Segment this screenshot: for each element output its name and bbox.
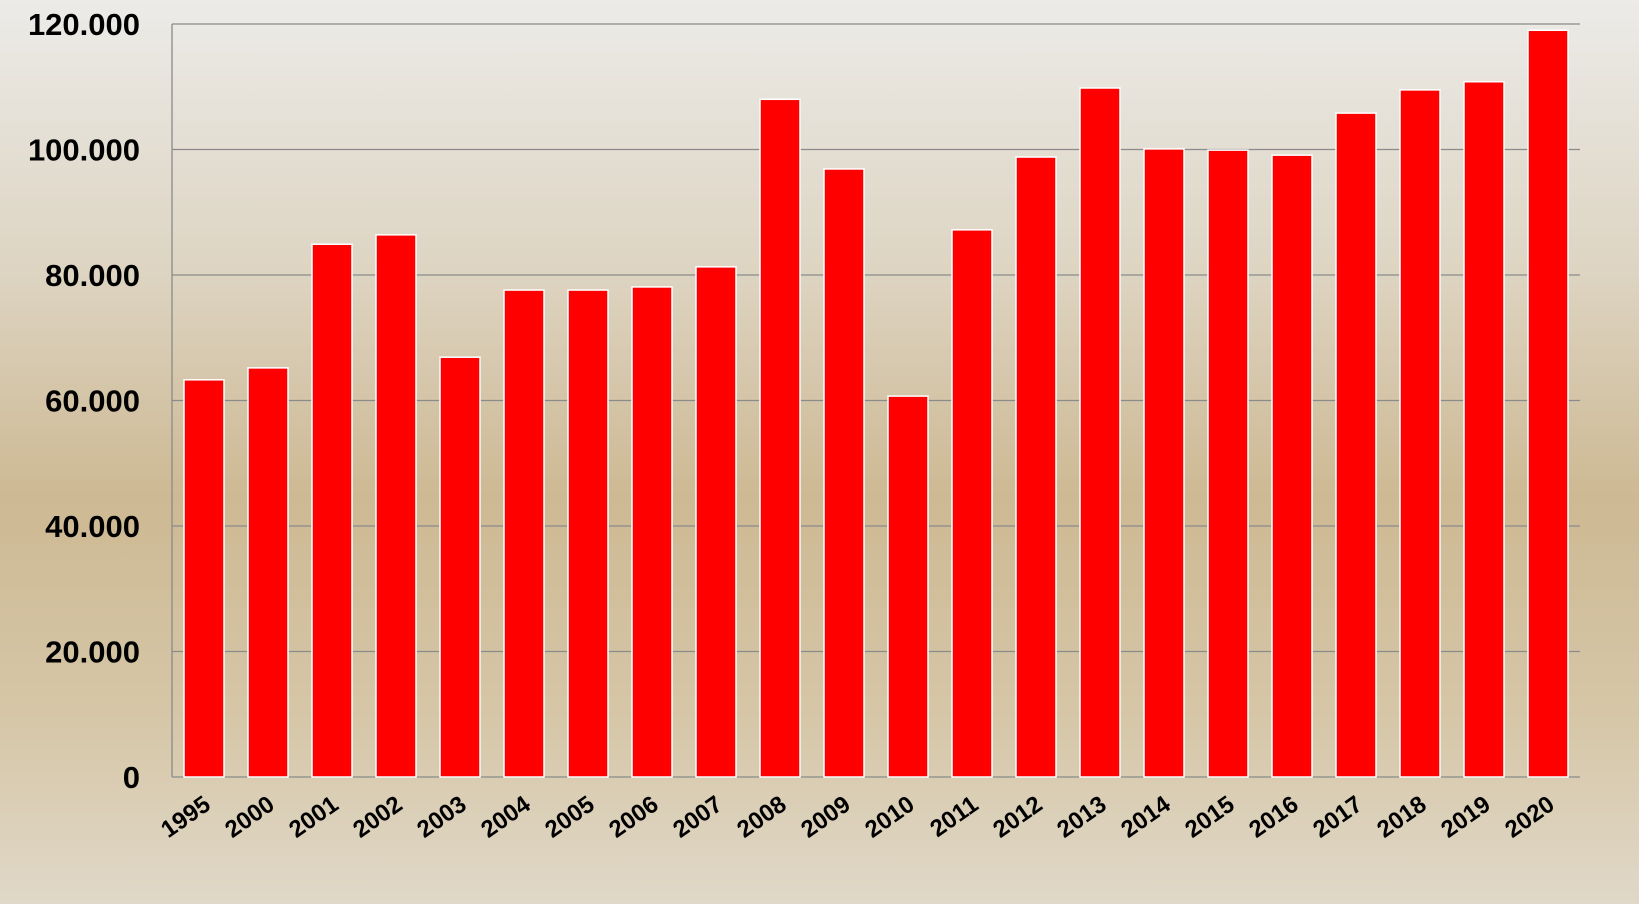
x-tick-label: 2020: [1500, 791, 1559, 844]
bar: [1207, 149, 1249, 778]
x-tick-label: 2017: [1308, 791, 1367, 844]
bar: [695, 266, 737, 778]
x-tick-label: 2015: [1180, 791, 1239, 844]
y-tick-label: 40.000: [45, 509, 140, 544]
y-tick-label: 120.000: [28, 7, 140, 42]
bar: [1335, 112, 1377, 778]
x-tick-label: 2009: [796, 791, 855, 844]
bar: [311, 243, 353, 778]
x-tick-label: 2007: [668, 791, 727, 844]
x-tick-label: 2019: [1436, 791, 1495, 844]
bar: [567, 289, 609, 778]
x-tick-label: 2014: [1116, 790, 1176, 843]
x-tick-label: 2013: [1052, 791, 1111, 844]
x-tick-label: 2010: [860, 791, 919, 844]
bar: [887, 395, 929, 778]
bar: [1143, 148, 1185, 778]
bar: [759, 98, 801, 778]
bar: [1527, 29, 1569, 778]
x-tick-label: 2008: [732, 791, 791, 844]
bar: [1015, 156, 1057, 778]
bar: [439, 356, 481, 778]
bar: [375, 234, 417, 778]
bar: [951, 229, 993, 778]
bar: [247, 367, 289, 778]
y-tick-label: 100.000: [28, 133, 140, 168]
x-tick-label: 2011: [925, 791, 983, 843]
bar: [1399, 89, 1441, 778]
x-tick-label: 2005: [540, 791, 599, 844]
x-tick-label: 2004: [476, 790, 536, 843]
x-tick-label: 2018: [1372, 791, 1431, 844]
x-tick-label: 2003: [412, 791, 471, 844]
y-tick-label: 80.000: [45, 258, 140, 293]
x-tick-label: 2000: [220, 791, 279, 844]
bar: [823, 168, 865, 778]
x-tick-label: 1995: [156, 791, 215, 844]
x-tick-label: 2012: [988, 791, 1047, 844]
bar: [1271, 154, 1313, 778]
x-tick-label: 2006: [604, 791, 663, 844]
x-tick-label: 2001: [284, 791, 343, 844]
y-tick-label: 60.000: [45, 384, 140, 419]
bar: [503, 289, 545, 778]
bars: [183, 29, 1569, 778]
bar: [1079, 87, 1121, 778]
y-tick-label: 0: [123, 760, 140, 795]
bar: [183, 379, 225, 778]
bar: [631, 286, 673, 778]
x-tick-label: 2016: [1244, 791, 1303, 844]
y-tick-label: 20.000: [45, 635, 140, 670]
x-tick-label: 2002: [348, 791, 407, 844]
bar: [1463, 80, 1505, 778]
